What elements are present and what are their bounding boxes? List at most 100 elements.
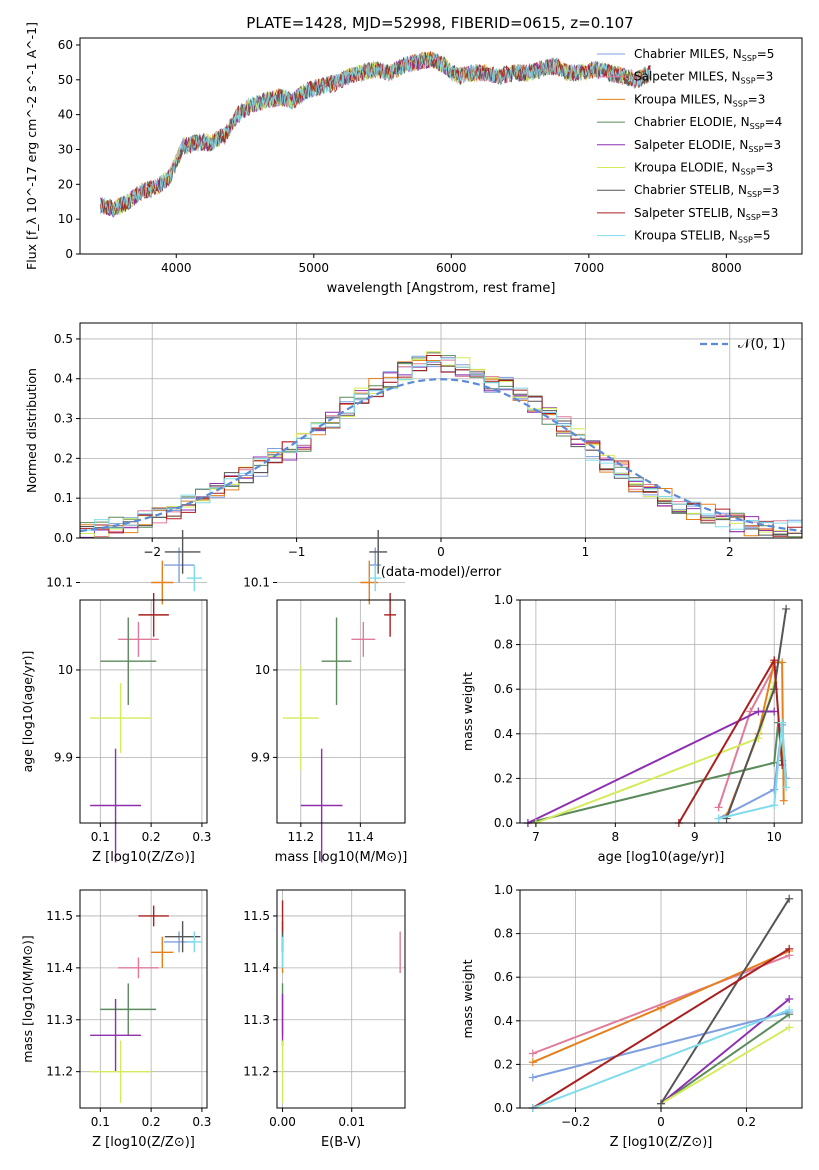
y-tick-label: 11.2 <box>243 1065 270 1079</box>
y-axis-label: Flux [f_λ 10^-17 erg cm^-2 s^-1 A^-1] <box>24 22 39 270</box>
weight-marker <box>770 656 779 665</box>
y-tick-label: 0.4 <box>494 1014 513 1028</box>
panel-age-weight: 7 8 9 10 0.0 0.2 0.4 0.6 0.8 1.0 age [log10(age/yr… <box>460 593 803 865</box>
y-tick-label: 0.8 <box>494 927 513 941</box>
weight-line <box>660 998 790 1105</box>
panel-residuals: −2 −1 0 1 2 0.0 0.1 0.2 0.3 0.4 0.5 (data-model)/er… <box>24 322 803 580</box>
y-tick-label: 11.3 <box>46 1013 73 1027</box>
plot-area <box>79 351 803 539</box>
legend-entry: Salpeter ELODIE, NSSP=3 <box>634 138 781 154</box>
weight-marker <box>528 1073 537 1082</box>
x-tick-label: 9 <box>691 830 699 844</box>
y-tick-label: 50 <box>58 73 73 87</box>
x-tick-label: 11.2 <box>287 830 314 844</box>
plot-area <box>100 50 651 218</box>
panel-mass-age: 11.2 11.4 9.9 10 10.1 mass [log10(M/M⊙)] <box>243 530 407 865</box>
legend-entry: Kroupa ELODIE, NSSP=3 <box>634 161 773 177</box>
x-tick-label: 10 <box>767 830 782 844</box>
plot-area <box>281 900 401 1103</box>
x-tick-label: 0.00 <box>269 1115 296 1129</box>
y-tick-label: 60 <box>58 38 73 52</box>
x-tick-label: 7 <box>532 830 540 844</box>
panel-spectrum: 4000 5000 6000 7000 8000 0 10 20 30 40 50 60 wavelen… <box>24 22 803 296</box>
x-tick-label: 2 <box>726 545 734 559</box>
y-tick-label: 10.1 <box>243 576 270 590</box>
weight-marker <box>785 995 794 1003</box>
y-tick-label: 10.1 <box>46 576 73 590</box>
axes-frame <box>519 599 803 824</box>
plot-area <box>90 905 202 1103</box>
y-axis-label: mass weight <box>460 959 475 1038</box>
legend-entry: 𝒩(0, 1) <box>738 337 785 352</box>
y-tick-label: 0.1 <box>54 491 73 505</box>
x-axis-label: age [log10(age/yr)] <box>598 850 725 865</box>
y-tick-label: 0.0 <box>494 816 513 830</box>
weight-line <box>532 1011 790 1079</box>
axes-frame <box>79 37 803 255</box>
x-tick-label: 4000 <box>161 261 192 275</box>
weight-marker <box>779 796 788 805</box>
x-axis-label: Z [log10(Z/Z⊙)] <box>92 850 195 865</box>
x-tick-label: −1 <box>288 545 306 559</box>
legend-entry: Chabrier MILES, NSSP=5 <box>634 47 774 63</box>
weight-marker <box>782 783 791 792</box>
y-axis-label: mass [log10(M/M⊙)] <box>20 935 35 1063</box>
legend-entry: Chabrier ELODIE, NSSP=4 <box>634 115 782 131</box>
x-axis-label: E(B-V) <box>321 1135 361 1150</box>
x-tick-label: 0.2 <box>142 830 161 844</box>
y-tick-label: 0.3 <box>54 412 73 426</box>
x-tick-label: 11.4 <box>347 830 374 844</box>
axes-frame <box>276 889 406 1109</box>
weight-line <box>532 948 790 1109</box>
x-tick-label: 0.3 <box>192 1115 211 1129</box>
weight-marker <box>785 1005 794 1014</box>
y-tick-label: 9.9 <box>251 750 270 764</box>
weight-marker <box>778 658 787 667</box>
y-tick-label: 0.6 <box>494 682 513 696</box>
weight-line <box>660 1013 790 1105</box>
figure-title: PLATE=1428, MJD=52998, FIBERID=0615, z=0… <box>246 14 633 32</box>
x-tick-label: 6000 <box>436 261 467 275</box>
weight-marker <box>528 1058 537 1067</box>
x-axis-label: (data-model)/error <box>381 565 502 580</box>
y-tick-label: 0.2 <box>54 451 73 465</box>
weight-marker <box>785 894 794 903</box>
y-tick-label: 9.9 <box>54 750 73 764</box>
x-tick-label: 0 <box>657 1115 665 1129</box>
y-tick-label: 30 <box>58 142 73 156</box>
x-tick-label: 0.1 <box>91 1115 110 1129</box>
weight-marker <box>714 803 723 812</box>
x-tick-label: 0.1 <box>91 830 110 844</box>
weight-marker <box>778 718 787 727</box>
y-tick-label: 40 <box>58 108 73 122</box>
y-tick-label: 0.0 <box>54 531 73 545</box>
y-tick-label: 11.4 <box>243 961 270 975</box>
y-axis-label: age [log10(age/yr)] <box>20 651 35 773</box>
weight-line <box>660 898 791 1105</box>
x-tick-label: 0.01 <box>338 1115 365 1129</box>
weight-marker <box>770 801 779 810</box>
panel-z-mass: 0.1 0.2 0.3 11.2 11.3 11.4 11.5 Z [log10(Z/Z⊙)]… <box>20 889 211 1150</box>
y-tick-label: 1.0 <box>494 883 513 897</box>
y-tick-label: 11.5 <box>46 909 73 923</box>
normal-curve <box>79 378 803 533</box>
panel-z-weight: −0.2 0 0.2 0.0 0.2 0.4 0.6 0.8 1.0 Z [log10(Z/Z⊙)… <box>460 883 803 1150</box>
y-axis-label: Normed distribution <box>24 368 39 493</box>
y-tick-label: 0.6 <box>494 970 513 984</box>
histogram-kroupa-stelib <box>80 357 802 531</box>
x-axis-label: Z [log10(Z/Z⊙)] <box>92 1135 195 1150</box>
spectrum-line-salpeter-stelib <box>100 50 651 216</box>
y-tick-label: 0.8 <box>494 638 513 652</box>
y-tick-label: 0.4 <box>494 727 513 741</box>
y-tick-label: 10 <box>58 212 73 226</box>
y-tick-label: 11.2 <box>46 1065 73 1079</box>
weight-line <box>660 1026 790 1105</box>
y-tick-label: 1.0 <box>494 593 513 607</box>
x-axis-label: wavelength [Angstrom, rest frame] <box>327 281 556 296</box>
legend-entry: Salpeter MILES, NSSP=3 <box>634 70 773 86</box>
legend-entry: Kroupa STELIB, NSSP=5 <box>634 229 771 245</box>
x-tick-label: 8000 <box>711 261 742 275</box>
y-tick-label: 11.3 <box>243 1013 270 1027</box>
axes-frame <box>79 599 208 824</box>
